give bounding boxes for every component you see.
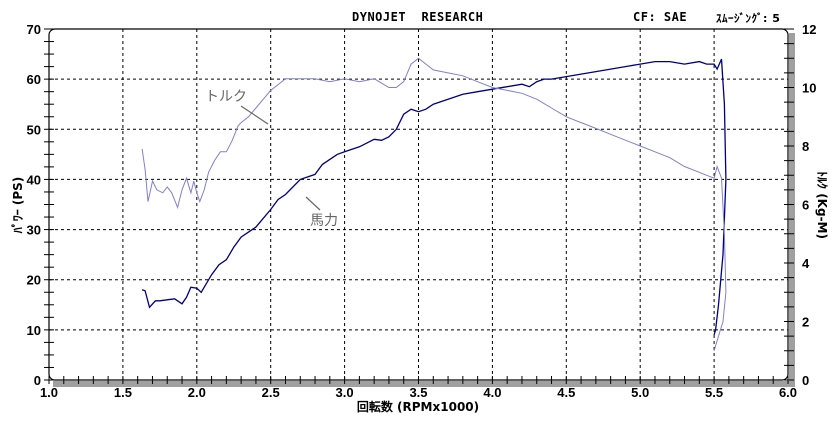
- x-tick-label: 5.0: [631, 385, 649, 400]
- power-curve: [141, 58, 727, 336]
- power-annotation: 馬力: [310, 213, 338, 229]
- x-tick-label: 6.0: [779, 385, 797, 400]
- y-left-tick-label: 60: [27, 72, 41, 87]
- y-right-tick-label: 12: [802, 22, 816, 37]
- y-left-tick-label: 30: [27, 223, 41, 238]
- x-tick-label: 4.0: [483, 385, 501, 400]
- y-left-tick-label: 0: [34, 373, 41, 388]
- torque-leader-line: [240, 105, 269, 125]
- smoothing-level: ｽﾑｰｼﾞﾝｸﾞ: 5: [716, 12, 781, 25]
- frame-shadow: [53, 33, 795, 387]
- y-left-tick-label: 10: [27, 323, 41, 338]
- y-right-tick-label: 10: [802, 81, 816, 96]
- chart-title: DYNOJET RESEARCH: [352, 10, 484, 24]
- x-tick-label: 1.5: [114, 385, 132, 400]
- x-tick-label: 2.5: [262, 385, 280, 400]
- y-right-tick-label: 6: [802, 198, 809, 213]
- y-right-tick-label: 0: [802, 373, 809, 388]
- power-leader-line: [305, 196, 321, 211]
- x-tick-label: 4.5: [557, 385, 575, 400]
- torque-curve: [141, 57, 727, 351]
- x-tick-label: 3.0: [336, 385, 354, 400]
- y-right-tick-label: 2: [802, 315, 809, 330]
- y-left-tick-label: 70: [27, 22, 41, 37]
- y-left-tick-label: 40: [27, 172, 41, 187]
- y-right-tick-label: 4: [802, 256, 810, 271]
- x-axis-title: 回転数 (RPMx1000): [357, 399, 479, 414]
- x-tick-label: 3.5: [409, 385, 427, 400]
- x-tick-label: 2.0: [188, 385, 206, 400]
- y-right-tick-label: 8: [802, 139, 809, 154]
- torque-annotation: トルク: [205, 89, 247, 105]
- x-tick-label: 5.5: [705, 385, 723, 400]
- plot-frame: [48, 28, 789, 381]
- x-tick-label: 1.0: [40, 385, 58, 400]
- y-right-axis-title: ﾄﾙｸ (Kg-M): [815, 171, 829, 239]
- y-left-axis-title: ﾊﾟﾜｰ (PS): [10, 177, 25, 235]
- y-left-tick-label: 20: [27, 273, 41, 288]
- y-left-tick-label: 50: [27, 122, 41, 137]
- correction-factor: CF: SAE: [633, 10, 688, 24]
